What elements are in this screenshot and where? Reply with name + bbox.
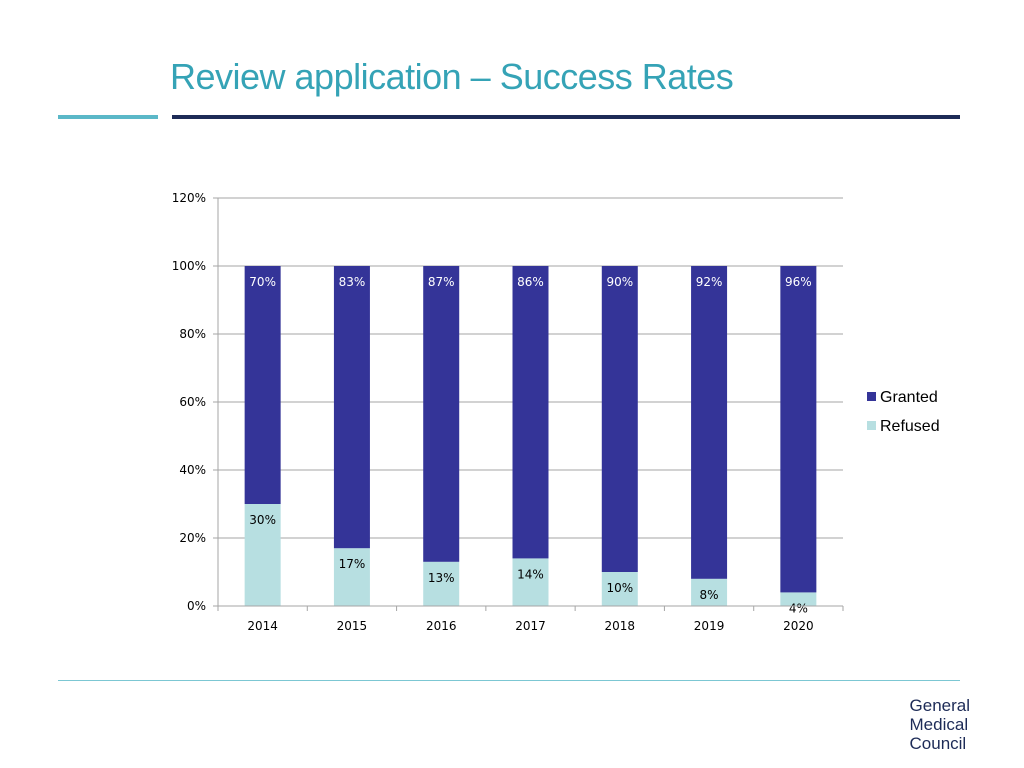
bar-granted-2018 <box>601 266 638 572</box>
bar-refused-2018 <box>601 572 638 606</box>
data-label-granted-2018: 90% <box>606 275 633 289</box>
data-label-granted-2014: 70% <box>249 275 276 289</box>
y-tick-label: 60% <box>179 395 206 409</box>
gmc-logo: General Medical Council <box>910 696 970 753</box>
x-tick-label: 2016 <box>426 619 457 633</box>
title-rule <box>172 115 960 119</box>
x-tick-label: 2014 <box>247 619 278 633</box>
y-tick-label: 0% <box>187 599 206 613</box>
data-label-refused-2016: 13% <box>428 571 455 585</box>
bar-granted-2014 <box>244 266 281 504</box>
stacked-bar-chart: 0% 20% 40% 60% 80% 100% 120% 70% 30% 2014 83% 17% 20… <box>172 191 940 633</box>
y-tick-label: 100% <box>172 259 206 273</box>
legend-label-refused: Refused <box>880 418 940 435</box>
bar-refused-2014 <box>244 504 281 606</box>
data-label-granted-2017: 86% <box>517 275 544 289</box>
bar-refused-2019 <box>691 578 728 606</box>
bar-granted-2019 <box>691 266 728 579</box>
logo-line-medical: Medical <box>909 715 969 734</box>
legend-swatch-granted <box>867 392 876 401</box>
footer-rule <box>58 680 960 681</box>
data-label-refused-2015: 17% <box>339 557 366 571</box>
slide-title: Review application – Success Rates <box>170 56 734 97</box>
y-tick-label: 20% <box>179 531 206 545</box>
logo-line-council: Council <box>909 734 967 753</box>
data-label-refused-2019: 8% <box>700 588 719 602</box>
bar-refused-2016 <box>423 561 460 606</box>
bar-granted-2017 <box>512 266 549 559</box>
x-tick-label: 2015 <box>337 619 368 633</box>
bar-granted-2015 <box>333 266 370 549</box>
x-tick-label: 2020 <box>783 619 814 633</box>
bar-refused-2017 <box>512 558 549 606</box>
legend-label-granted: Granted <box>880 389 938 406</box>
y-tick-label: 120% <box>172 191 206 205</box>
data-label-refused-2018: 10% <box>606 581 633 595</box>
data-label-granted-2020: 96% <box>785 275 812 289</box>
x-tick-label: 2017 <box>515 619 546 633</box>
data-label-granted-2016: 87% <box>428 275 455 289</box>
y-tick-label: 40% <box>179 463 206 477</box>
y-tick-label: 80% <box>179 327 206 341</box>
bar-refused-2020 <box>780 592 817 606</box>
x-tick-label: 2018 <box>605 619 636 633</box>
title-rule-accent <box>58 115 158 119</box>
data-label-refused-2017: 14% <box>517 567 544 581</box>
x-tick-label: 2019 <box>694 619 725 633</box>
data-label-refused-2020: 4% <box>789 601 808 615</box>
logo-line-general: General <box>909 696 970 715</box>
data-label-refused-2014: 30% <box>249 513 276 527</box>
bar-granted-2020 <box>780 266 817 593</box>
bar-granted-2016 <box>423 266 460 562</box>
data-label-granted-2015: 83% <box>339 275 366 289</box>
legend-swatch-refused <box>867 421 876 430</box>
bar-refused-2015 <box>333 548 370 606</box>
data-label-granted-2019: 92% <box>696 275 723 289</box>
